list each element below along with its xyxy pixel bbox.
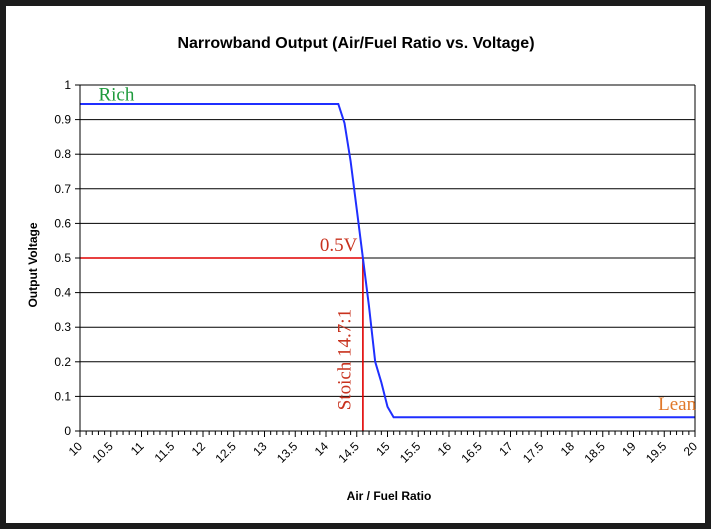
x-tick-label: 10 bbox=[66, 439, 86, 459]
x-tick-label: 18 bbox=[558, 439, 578, 459]
x-axis-title: Air / Fuel Ratio bbox=[347, 489, 432, 503]
annotation-label: 0.5V bbox=[320, 235, 358, 256]
x-tick-label: 19 bbox=[619, 439, 639, 459]
x-tick-label: 15 bbox=[373, 439, 393, 459]
x-tick-label: 14.5 bbox=[335, 439, 362, 466]
y-tick-label: 0.2 bbox=[54, 355, 71, 369]
x-tick-label: 16.5 bbox=[458, 439, 485, 466]
series-group bbox=[80, 103, 695, 419]
x-tick-label: 12.5 bbox=[212, 439, 239, 466]
x-tick-label: 10.5 bbox=[89, 439, 116, 466]
x-tick-label: 18.5 bbox=[581, 439, 608, 466]
x-tick-label: 15.5 bbox=[397, 439, 424, 466]
annotation-label: Rich bbox=[98, 85, 134, 106]
x-tick-label: 11 bbox=[128, 439, 147, 458]
chart-frame: Narrowband Output (Air/Fuel Ratio vs. Vo… bbox=[6, 6, 705, 523]
x-tick-label: 19.5 bbox=[643, 439, 670, 466]
annotation-label: Lean bbox=[658, 394, 696, 415]
x-tick-label: 17 bbox=[496, 439, 516, 459]
y-tick-label: 0.6 bbox=[54, 216, 71, 230]
x-tick-label: 16 bbox=[435, 439, 455, 459]
series-line bbox=[80, 103, 695, 419]
y-tick-label: 1 bbox=[64, 78, 71, 92]
y-tick-label: 0.1 bbox=[54, 389, 71, 403]
x-tick-label: 11.5 bbox=[152, 439, 178, 465]
reference-lines bbox=[80, 257, 364, 431]
x-tick-label: 20 bbox=[681, 439, 701, 459]
y-tick-label: 0.7 bbox=[54, 182, 71, 196]
y-tick-label: 0.5 bbox=[54, 251, 71, 265]
y-tick-label: 0.9 bbox=[54, 113, 71, 127]
x-tick-label: 13.5 bbox=[274, 439, 301, 466]
axes bbox=[75, 84, 696, 437]
x-tick-label: 14 bbox=[312, 439, 332, 459]
y-tick-label: 0.8 bbox=[54, 147, 71, 161]
x-tick-label: 17.5 bbox=[520, 439, 547, 466]
gridlines bbox=[80, 84, 695, 397]
annotation-label: Stoich 14.7:1 bbox=[335, 309, 356, 410]
y-axis-title: Output Voltage bbox=[26, 222, 40, 307]
narrowband-chart: Narrowband Output (Air/Fuel Ratio vs. Vo… bbox=[26, 35, 700, 503]
x-tick-label: 13 bbox=[250, 439, 270, 459]
y-tick-label: 0.4 bbox=[54, 286, 71, 300]
annotations: Rich 0.5V Stoich 14.7:1 Lean bbox=[98, 85, 696, 416]
y-tick-label: 0 bbox=[64, 424, 71, 438]
chart-title: Narrowband Output (Air/Fuel Ratio vs. Vo… bbox=[177, 35, 534, 52]
x-tick-label: 12 bbox=[189, 439, 209, 459]
y-tick-label: 0.3 bbox=[54, 320, 71, 334]
tick-labels: 0 0.1 0.2 0.3 0.4 0.5 0.6 0.7 0.8 0.9 1 10 10.5 11 11.… bbox=[54, 78, 700, 466]
